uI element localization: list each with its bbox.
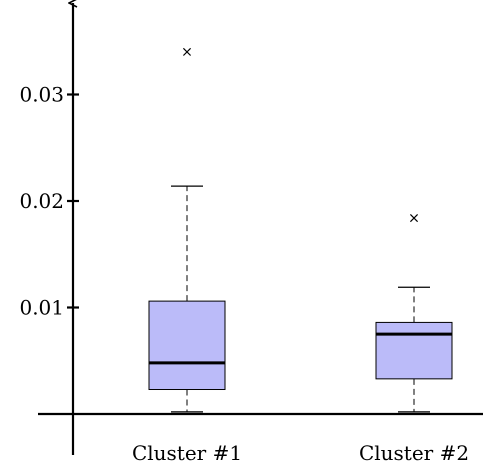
outlier-marker	[409, 214, 419, 223]
y-ticks: 0.01 0.02 0.03	[19, 83, 79, 320]
x-tick-label: Cluster #2	[359, 441, 469, 465]
x-tick-labels: Cluster #1 Cluster #2	[132, 441, 469, 465]
x-tick-label: Cluster #1	[132, 441, 242, 465]
y-tick-label: 0.01	[19, 296, 64, 320]
y-tick-label: 0.03	[19, 83, 64, 107]
outlier-marker	[182, 47, 192, 56]
box-group	[375, 214, 453, 413]
y-tick-label: 0.02	[19, 189, 64, 213]
iqr-box	[148, 300, 226, 391]
box-group	[148, 47, 226, 413]
boxes	[148, 47, 453, 413]
iqr-box	[375, 321, 453, 380]
